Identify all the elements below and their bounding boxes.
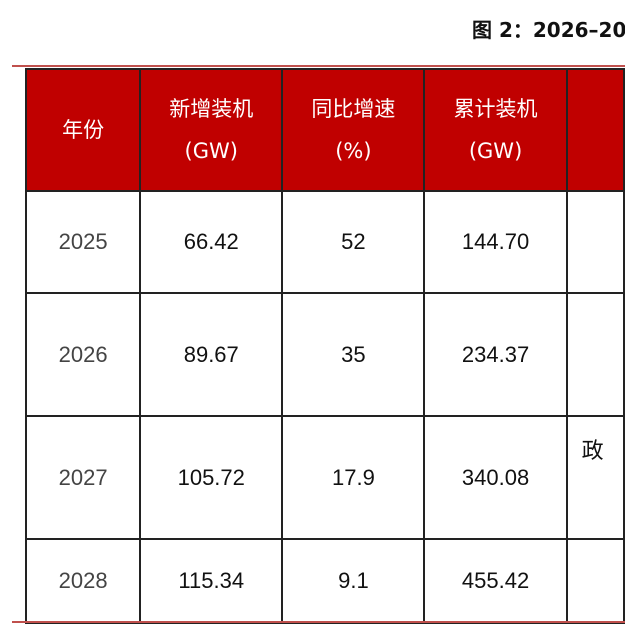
table-cell: 455.42 bbox=[423, 538, 568, 624]
table-cell: 2028 bbox=[24, 538, 142, 624]
header-text: 累计装机 bbox=[453, 97, 538, 121]
table-cell: 2025 bbox=[24, 190, 142, 294]
table-row: 2028 115.34 9.1 455.42 bbox=[24, 538, 625, 624]
table-row: 2027 105.72 17.9 340.08 政 bbox=[24, 415, 625, 540]
table-cell: 9.1 bbox=[281, 538, 426, 624]
header-text: (%) bbox=[335, 139, 372, 163]
header-text: 新增装机 bbox=[169, 97, 254, 121]
table-cell: 105.72 bbox=[139, 415, 284, 540]
header-text: 年份 bbox=[62, 118, 105, 142]
table-cell: 17.9 bbox=[281, 415, 426, 540]
header-text: (GW) bbox=[184, 139, 238, 163]
header-text: 同比增速 bbox=[311, 97, 396, 121]
table-cell: 115.34 bbox=[139, 538, 284, 624]
table-cell bbox=[565, 292, 625, 417]
header-cell: 年份 bbox=[24, 68, 142, 192]
table-cell: 144.70 bbox=[423, 190, 568, 294]
table-cell: 52 bbox=[281, 190, 426, 294]
table-cell bbox=[565, 538, 625, 624]
table-cell bbox=[565, 190, 625, 294]
table-cell: 2027 bbox=[24, 415, 142, 540]
table-cell: 89.67 bbox=[139, 292, 284, 417]
table-cell: 35 bbox=[281, 292, 426, 417]
table-row: 2026 89.67 35 234.37 bbox=[24, 292, 625, 417]
table-row: 2025 66.42 52 144.70 bbox=[24, 190, 625, 294]
figure-title: 图 2：2026–20 bbox=[472, 18, 625, 42]
top-rule bbox=[12, 65, 625, 67]
header-row: 年份 新增装机 (GW) 同比增速 (%) 累计装机 (GW) bbox=[24, 68, 625, 192]
header-cell: 新增装机 (GW) bbox=[139, 68, 284, 192]
table-cell: 234.37 bbox=[423, 292, 568, 417]
bottom-rule bbox=[12, 621, 625, 623]
table-cell: 340.08 bbox=[423, 415, 568, 540]
table-cell: 2026 bbox=[24, 292, 142, 417]
header-cell: 同比增速 (%) bbox=[281, 68, 426, 192]
header-cell bbox=[565, 68, 625, 192]
table-cell: 政 bbox=[565, 415, 625, 540]
header-cell: 累计装机 (GW) bbox=[423, 68, 568, 192]
table-cell: 66.42 bbox=[139, 190, 284, 294]
header-text: (GW) bbox=[468, 139, 523, 163]
data-table: 年份 新增装机 (GW) 同比增速 (%) 累计装机 (GW) 2025 66.42 52 144… bbox=[24, 68, 625, 624]
